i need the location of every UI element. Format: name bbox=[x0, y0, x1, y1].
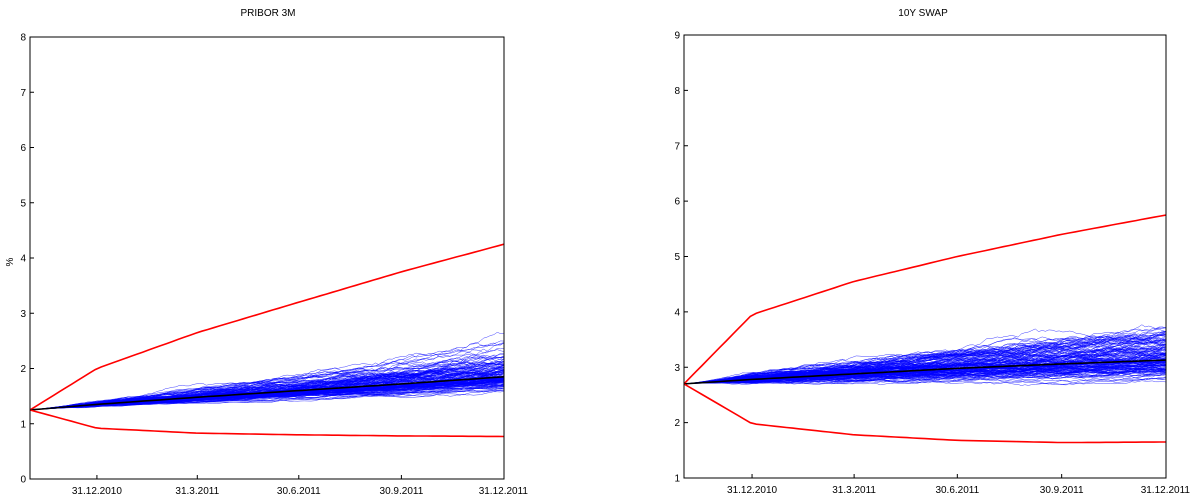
x-tick-label: 31.12.2011 bbox=[479, 486, 529, 497]
x-tick-label: 30.9.2011 bbox=[380, 486, 424, 497]
y-tick-label: 2 bbox=[20, 364, 26, 375]
x-axis: 31.12.2010 31.3.2011 30.6.2011 30.9.2011 31.… bbox=[727, 474, 1190, 496]
y-axis-label: % bbox=[5, 257, 16, 266]
chart-pribor-3m: PRIBOR 3M % 0 1 2 3 4 5 6 7 8 31.12.2010 31.3.201… bbox=[5, 8, 528, 497]
upper-band-line bbox=[30, 243, 504, 411]
simulated-path bbox=[684, 365, 1166, 385]
simulated-path bbox=[684, 333, 1166, 385]
y-tick-label: 3 bbox=[20, 309, 26, 320]
band-lines bbox=[684, 214, 1166, 444]
simulated-path bbox=[684, 361, 1166, 385]
lower-band-line bbox=[684, 383, 1166, 444]
simulated-path bbox=[684, 371, 1166, 385]
x-axis: 31.12.2010 31.3.2011 30.6.2011 30.9.2011 31.… bbox=[72, 475, 529, 497]
x-tick-label: 30.6.2011 bbox=[277, 486, 321, 497]
simulated-path bbox=[684, 365, 1166, 385]
y-tick-label: 7 bbox=[674, 141, 680, 152]
y-tick-label: 6 bbox=[20, 143, 26, 154]
simulated-path bbox=[30, 342, 504, 411]
y-tick-label: 5 bbox=[20, 198, 26, 209]
chart-10y-swap: 10Y SWAP 1 2 3 4 5 6 7 8 9 31.12.2010 31.3.2011 30… bbox=[674, 8, 1190, 496]
y-tick-label: 1 bbox=[20, 419, 26, 430]
plot-frame bbox=[29, 36, 505, 480]
y-tick-label: 8 bbox=[20, 33, 26, 44]
band-lines bbox=[30, 243, 504, 438]
simulated-path bbox=[684, 367, 1166, 385]
y-axis: 0 1 2 3 4 5 6 7 8 bbox=[20, 33, 34, 486]
y-tick-label: 2 bbox=[674, 418, 680, 429]
x-tick-label: 30.9.2011 bbox=[1040, 485, 1084, 496]
x-tick-label: 31.12.2010 bbox=[72, 486, 122, 497]
x-tick-label: 30.6.2011 bbox=[935, 485, 979, 496]
y-tick-label: 6 bbox=[674, 197, 680, 208]
mean-line bbox=[684, 359, 1166, 385]
mean-line bbox=[30, 376, 504, 411]
simulated-paths bbox=[684, 324, 1166, 386]
y-tick-label: 4 bbox=[674, 307, 680, 318]
y-tick-label: 8 bbox=[674, 86, 680, 97]
simulated-path bbox=[30, 368, 504, 411]
chart-title: 10Y SWAP bbox=[898, 8, 948, 19]
simulated-path bbox=[684, 344, 1166, 385]
chart-title: PRIBOR 3M bbox=[240, 8, 295, 19]
simulated-path bbox=[30, 382, 504, 411]
y-tick-label: 1 bbox=[674, 474, 680, 485]
y-tick-label: 0 bbox=[20, 475, 26, 486]
lower-band-line bbox=[30, 409, 504, 438]
simulated-paths bbox=[30, 332, 504, 411]
simulated-path bbox=[684, 362, 1166, 385]
y-tick-label: 4 bbox=[20, 254, 26, 265]
upper-band-line bbox=[684, 214, 1166, 385]
x-tick-label: 31.12.2010 bbox=[727, 485, 777, 496]
plot-frame bbox=[683, 34, 1167, 479]
simulated-path bbox=[30, 383, 504, 411]
x-tick-label: 31.3.2011 bbox=[832, 485, 876, 496]
x-tick-label: 31.3.2011 bbox=[175, 486, 219, 497]
x-tick-label: 31.12.2011 bbox=[1141, 485, 1191, 496]
y-tick-label: 9 bbox=[674, 31, 680, 42]
simulated-path bbox=[684, 329, 1166, 385]
simulated-path bbox=[684, 346, 1166, 385]
y-tick-label: 3 bbox=[674, 363, 680, 374]
y-tick-label: 7 bbox=[20, 88, 26, 99]
simulated-path bbox=[684, 368, 1166, 385]
y-axis: 1 2 3 4 5 6 7 8 9 bbox=[674, 31, 688, 485]
simulated-path bbox=[684, 335, 1166, 385]
y-tick-label: 5 bbox=[674, 252, 680, 263]
